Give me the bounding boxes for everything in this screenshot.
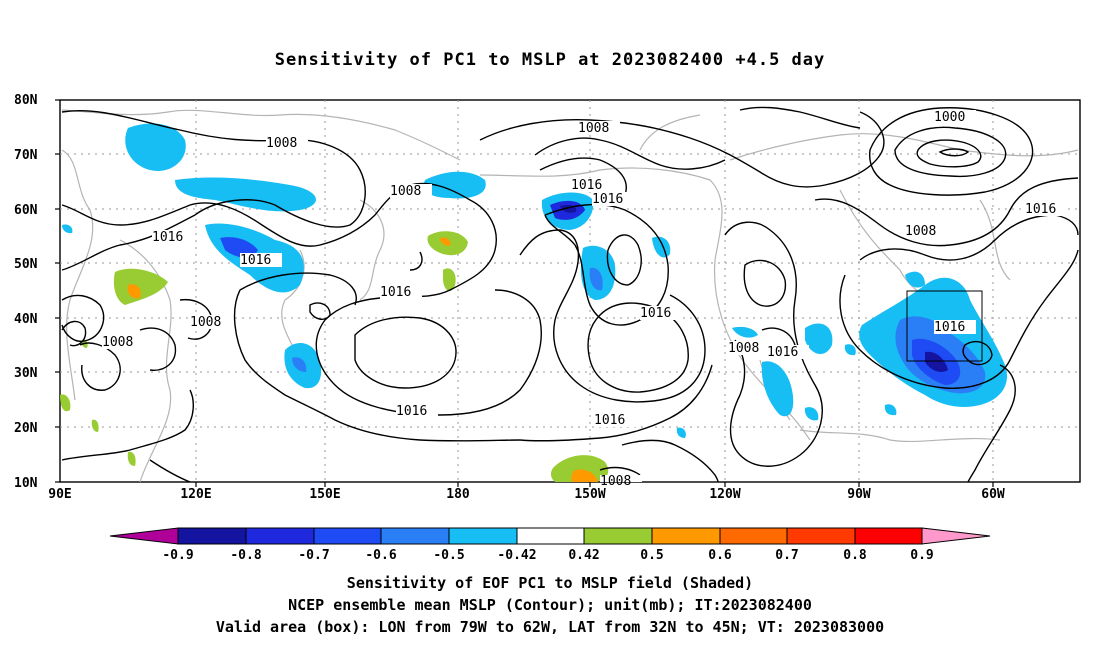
patch-light-blue [804,407,819,421]
latitude-axis: 80N 70N 60N 50N 40N 30N 20N 10N [14,93,60,491]
lon-tick-label: 90W [847,487,871,502]
contour-label: 1008 [600,474,631,489]
contour-label: 1016 [1025,202,1056,217]
lat-tick-label: 20N [14,421,38,436]
patch-mid-blue [220,237,258,258]
colorbar: -0.9 -0.8 -0.7 -0.6 -0.5 -0.42 0.42 0.5 … [109,527,991,563]
contour-label: 1008 [190,315,221,330]
colorbar-swatch [516,527,585,545]
colorbar-swatch [313,527,382,545]
patch-green [113,268,168,305]
colorbar-swatch [651,527,721,545]
coastlines [61,109,1079,483]
lon-tick-label: 180 [446,487,470,502]
patch-orange [440,237,451,246]
colorbar-swatch [448,527,518,545]
contour-label: 1016 [571,178,602,193]
contour-label: 1016 [767,345,798,360]
colorbar-arrow-low [109,527,179,545]
colorbar-label: 0.8 [843,548,867,563]
colorbar-label: 0.7 [775,548,798,563]
longitude-axis: 90E 120E 150E 180 150W 120W 90W 60W [48,482,1005,502]
colorbar-swatch [245,527,315,545]
patch-green [91,419,99,432]
contour-label: 1008 [905,224,936,239]
lon-tick-label: 120W [709,487,740,502]
valid-area-box [906,290,983,362]
patch-mid-blue [589,267,603,291]
colorbar-label: -0.8 [230,548,261,563]
colorbar-swatch [583,527,653,545]
lat-tick-label: 80N [14,93,38,108]
lon-tick-label: 90E [48,487,71,502]
patch-light-blue [125,123,186,171]
contour-label: 1008 [102,335,133,350]
colorbar-arrow-high [921,527,991,545]
colorbar-label: 0.42 [568,548,599,563]
caption-line-2: NCEP ensemble mean MSLP (Contour); unit(… [288,596,812,614]
patch-navy [925,351,948,373]
patch-light-blue [175,177,317,212]
patch-light-blue [732,326,758,338]
patch-light-blue [62,224,73,234]
lon-tick-label: 60W [981,487,1005,502]
patch-green [60,394,71,412]
contour-label: 1000 [934,110,965,125]
lon-tick-label: 150E [309,487,340,502]
contour-label: 1008 [266,136,297,151]
contour-label: 1016 [396,404,427,419]
colorbar-label: -0.6 [365,548,396,563]
patch-light-blue [423,171,486,199]
patch-light-blue [805,323,833,355]
lat-tick-label: 40N [14,312,38,327]
contour-label: 1008 [578,121,609,136]
contour-label: 1016 [934,320,965,335]
colorbar-label: -0.9 [162,548,193,563]
contour-label: 1016 [592,192,623,207]
patch-orange [571,469,598,482]
gridlines [60,100,1080,482]
patch-orange [127,284,141,299]
patch-light-blue [676,427,686,438]
patch-light-blue [905,271,925,288]
lat-tick-label: 50N [14,257,38,272]
contour-label: 1016 [240,253,271,268]
patch-green [127,451,136,466]
caption: Sensitivity of EOF PC1 to MSLP field (Sh… [0,572,1100,638]
lat-tick-label: 60N [14,203,38,218]
colorbar-label: 0.5 [640,548,663,563]
colorbar-swatch [854,527,923,545]
patch-light-blue [884,404,897,416]
colorbar-swatch [786,527,856,545]
patch-light-blue [844,344,856,356]
colorbar-swatch [719,527,788,545]
contour-label: 1016 [640,306,671,321]
colorbar-label: -0.5 [433,548,464,563]
contour-labels: 1008 1008 1008 1008 1008 1008 1008 1008 … [102,110,1067,489]
colorbar-swatch [380,527,450,545]
patch-green [443,268,456,292]
lon-tick-label: 150W [574,487,605,502]
contour-label: 1008 [728,341,759,356]
colorbar-label: 0.9 [910,548,933,563]
caption-line-1: Sensitivity of EOF PC1 to MSLP field (Sh… [346,574,754,592]
colorbar-label: -0.42 [497,548,536,563]
colorbar-label: -0.7 [298,548,329,563]
caption-line-3: Valid area (box): LON from 79W to 62W, L… [215,618,885,636]
lon-tick-label: 120E [180,487,211,502]
contour-label: 1008 [390,184,421,199]
colorbar-swatch [177,527,247,545]
patch-light-blue [761,361,794,417]
patch-mid-blue [292,357,307,372]
lat-tick-label: 30N [14,366,38,381]
lat-tick-label: 10N [14,476,38,491]
page-title: Sensitivity of PC1 to MSLP at 2023082400… [274,50,826,70]
contour-label: 1016 [380,285,411,300]
contour-label: 1016 [152,230,183,245]
lat-tick-label: 70N [14,148,38,163]
contour-label: 1016 [594,413,625,428]
colorbar-label: 0.6 [708,548,732,563]
